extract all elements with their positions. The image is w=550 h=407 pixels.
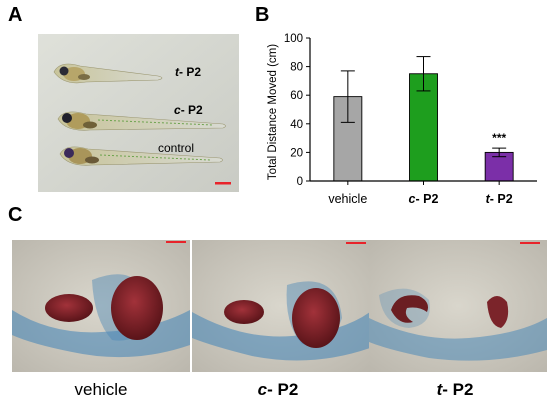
larva-eye (62, 113, 72, 123)
embryo-photo-t-p2 (369, 240, 547, 372)
y-tick-label: 60 (290, 90, 303, 102)
larva-control (59, 146, 223, 166)
x-tick-label: t- P2 (486, 192, 513, 206)
y-axis: 0 20 40 60 80 100 (284, 33, 311, 188)
label-c-p2: c- P2 (174, 103, 203, 117)
label-vehicle: vehicle (74, 380, 128, 399)
x-tick-label: c- P2 (409, 192, 439, 206)
y-axis-label: Total Distance Moved (cm) (267, 44, 279, 180)
scale-bar-vehicle (166, 241, 186, 243)
larva-eye (59, 66, 69, 76)
x-tick-label: vehicle (328, 192, 367, 206)
significance-annotation: *** (492, 131, 506, 145)
panel-letter-b: B (255, 4, 270, 26)
distance-bar-chart: Total Distance Moved (cm) 0 20 40 60 80 100 *… (267, 33, 537, 206)
bar (409, 73, 438, 182)
y-tick-label: 20 (290, 147, 303, 159)
panel-letter-c: C (8, 204, 23, 226)
y-tick-label: 0 (297, 176, 303, 188)
embryo-photo-c-p2 (192, 240, 370, 372)
scale-bar (215, 182, 231, 185)
bars: *** (333, 56, 514, 182)
label-t-p2: t- P2 (436, 380, 474, 399)
embryo-photo-vehicle (12, 240, 190, 372)
y-tick-label: 100 (284, 33, 303, 45)
label-control: control (158, 141, 194, 155)
larva-c-p2 (57, 111, 226, 131)
label-t-p2: t- P2 (175, 65, 201, 79)
y-tick-label: 40 (290, 119, 303, 131)
y-tick-label: 80 (290, 62, 303, 74)
larva-eye (64, 148, 74, 158)
label-c-p2: c- P2 (257, 380, 299, 399)
scale-bar (520, 242, 540, 244)
scale-bar (346, 242, 366, 244)
x-axis: vehicle c- P2 t- P2 (310, 180, 537, 206)
larvae-photo: t- P2 c- P2 control (38, 34, 239, 192)
panel-letter-a: A (8, 4, 23, 26)
larva-t-p2 (53, 63, 163, 84)
